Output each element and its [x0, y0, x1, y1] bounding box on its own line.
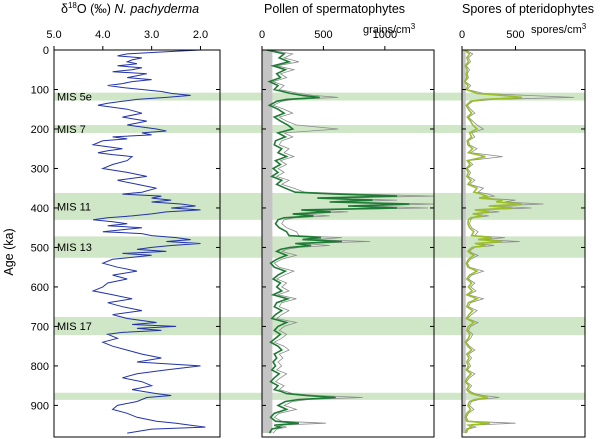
mis-label-1: MIS 7 — [57, 124, 86, 136]
y-tick-label: 600 — [31, 282, 49, 294]
series-line-smoothed — [266, 49, 410, 434]
y-axis-label: Age (ka) — [2, 228, 16, 275]
y-tick-label: 0 — [43, 45, 49, 57]
series-line-d18o — [91, 49, 206, 434]
y-tick-label: 300 — [31, 163, 49, 175]
x-tick-label: 500 — [314, 29, 332, 41]
frame-spores — [461, 49, 586, 438]
panel-title-oxygen-isotope: δ18O (‰) N. pachyderma — [61, 1, 199, 16]
x-tick-label: 0 — [459, 29, 465, 41]
spores-unit-label: spores/cm3 — [531, 22, 587, 36]
plot-pollen — [262, 49, 435, 434]
mis-band-1 — [54, 125, 585, 133]
mis-labels: MIS 5e MIS 7 MIS 11 MIS 13 MIS 17 — [57, 92, 92, 333]
y-tick-label: 500 — [31, 242, 49, 254]
x-tick-label: 2.0 — [193, 29, 208, 41]
panels: 0 100 200 300 400 500 600 700 800 900 5.0 4.0 3.0 2.0… — [31, 29, 586, 438]
x-tick-label: 4.0 — [95, 29, 110, 41]
plot-oxygen-isotope — [91, 49, 206, 434]
y-tick-label: 400 — [31, 203, 49, 215]
x-tick-label: 0 — [259, 29, 265, 41]
error-band — [462, 50, 466, 434]
x-tick-label: 3.0 — [144, 29, 159, 41]
x-tick-label: 5.0 — [46, 29, 61, 41]
y-tick-label: 700 — [31, 321, 49, 333]
series-line-smoothed — [463, 49, 522, 434]
y-tick-label: 100 — [31, 84, 49, 96]
y-tick-label: 800 — [31, 361, 49, 373]
panel-pollen: 0 500 1000 — [259, 29, 435, 438]
panel-oxygen-isotope: 0 100 200 300 400 500 600 700 800 900 5.0 4.0 3.0 2.0 — [31, 29, 221, 438]
mis-band-3 — [54, 236, 585, 258]
x-tick-label: 500 — [506, 29, 524, 41]
mis-band-4 — [54, 316, 585, 336]
mis-label-0: MIS 5e — [57, 92, 92, 104]
panel-spores: 0 500 — [459, 29, 586, 438]
error-band — [262, 50, 273, 434]
panel-title-pollen: Pollen of spermatophytes — [264, 2, 405, 16]
mis-label-4: MIS 17 — [57, 321, 92, 333]
y-tick-label: 900 — [31, 400, 49, 412]
x-tick-label: 1000 — [373, 29, 397, 41]
y-tick-label: 200 — [31, 124, 49, 136]
panel-title-spores: Spores of pteridophytes — [462, 2, 594, 16]
pollen-unit-label: grains/cm3 — [363, 22, 416, 36]
frame-pollen — [261, 49, 435, 438]
frame-oxygen-isotope — [53, 49, 221, 438]
mis-label-2: MIS 11 — [57, 201, 91, 213]
mis-label-3: MIS 13 — [57, 242, 92, 254]
plot-spores — [462, 49, 575, 434]
